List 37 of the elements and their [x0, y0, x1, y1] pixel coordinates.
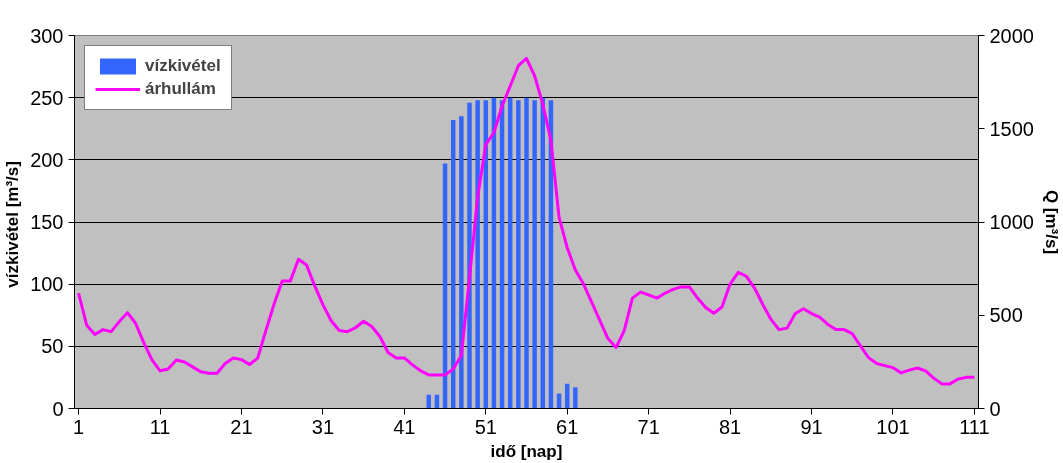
x-tick-label: 61: [556, 415, 579, 438]
x-tick-label: 31: [311, 415, 335, 438]
y-tick-label: 300: [30, 24, 64, 47]
y-tick-label: 150: [30, 211, 64, 233]
x-tick-label: 91: [800, 415, 823, 438]
x-tick-label: 1: [73, 415, 85, 438]
x-tick-label: 111: [959, 415, 990, 438]
y2-axis-title: Q [m³/s]: [1041, 189, 1061, 255]
y2-tick-label: 1500: [989, 117, 1034, 140]
y-axis-title: vízkivétel [m³/s]: [3, 161, 23, 288]
y-tick-label: 200: [30, 148, 64, 171]
y-tick-label: 0: [52, 397, 64, 420]
y2-tick-label: 0: [989, 397, 1001, 420]
bar: [532, 100, 537, 409]
x-tick-label: 11: [149, 415, 171, 438]
x-tick-label: 71: [637, 415, 660, 438]
x-tick-label: 41: [393, 415, 416, 438]
bar: [516, 100, 521, 409]
bar: [524, 97, 529, 409]
y-tick-label: 250: [30, 86, 64, 109]
line-series: [77, 56, 976, 386]
x-axis-title: idő [nap]: [490, 441, 563, 461]
legend-label: árhullám: [145, 79, 216, 99]
y-tick-label: 50: [41, 335, 64, 358]
bar: [459, 116, 464, 409]
y2-tick-label: 2000: [989, 24, 1034, 47]
y2-tick-label: 500: [989, 304, 1023, 327]
x-tick-label: 51: [474, 415, 497, 438]
x-tick-label: 81: [718, 415, 742, 438]
x-tick-label: 21: [230, 415, 253, 438]
legend-label: vízkivétel: [145, 56, 221, 76]
bar: [475, 100, 480, 409]
x-tick-label: 101: [876, 415, 910, 438]
bar: [467, 102, 472, 409]
bar: [573, 387, 578, 409]
y2-tick-label: 1000: [989, 211, 1034, 233]
y-tick-label: 100: [30, 273, 64, 296]
